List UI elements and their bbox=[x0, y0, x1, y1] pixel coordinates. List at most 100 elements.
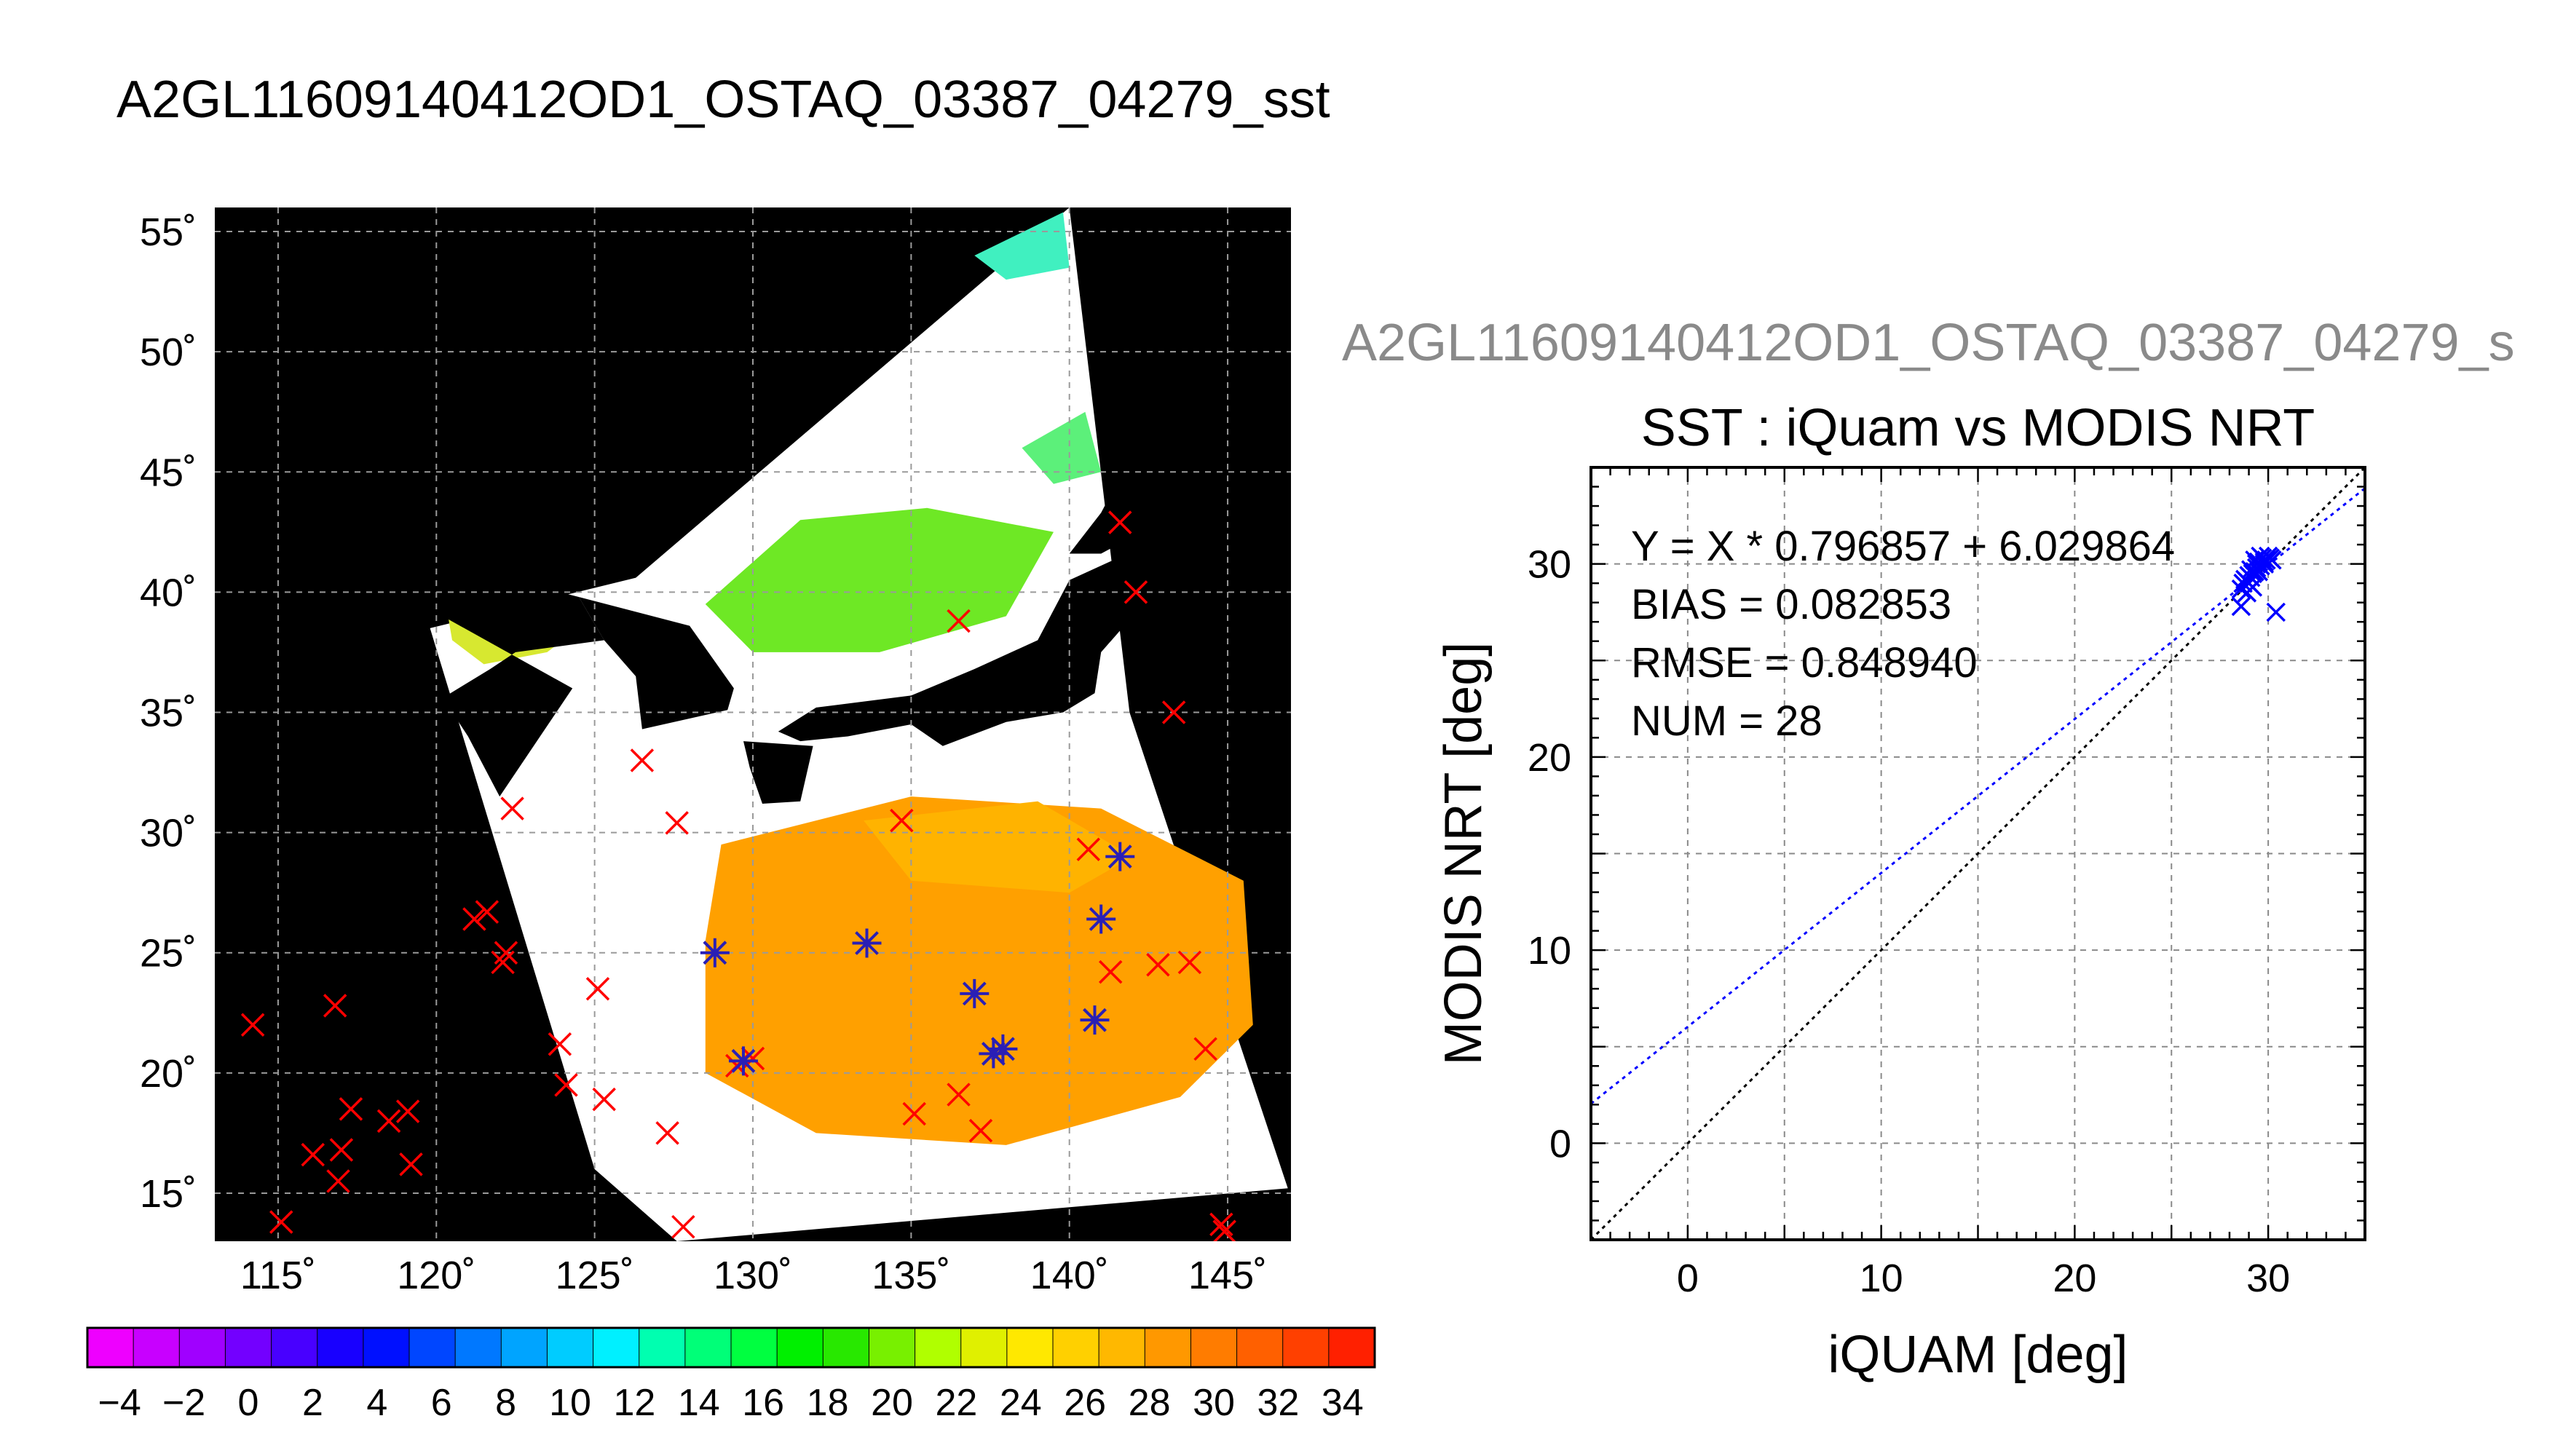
colorbar-tick-label: 4 bbox=[366, 1382, 387, 1424]
land-kyushu-shikoku bbox=[743, 741, 813, 804]
matchup-marker bbox=[852, 928, 882, 958]
buoy-marker bbox=[968, 1118, 993, 1143]
colorbar-frame bbox=[86, 1326, 1376, 1369]
colorbar-segment bbox=[455, 1328, 502, 1367]
map-lon-tick-label: 115˚ bbox=[240, 1254, 316, 1297]
buoy-marker bbox=[592, 1087, 616, 1112]
colorbar-segment bbox=[317, 1328, 364, 1367]
buoy-marker bbox=[1076, 837, 1101, 861]
colorbar-segment bbox=[1282, 1328, 1330, 1367]
colorbar-segment bbox=[915, 1328, 962, 1367]
scatter-x-axis-label: iQUAM [deg] bbox=[1828, 1326, 2128, 1384]
scatter-y-tick-label: 30 bbox=[1528, 543, 1571, 587]
land-honshu bbox=[778, 558, 1133, 746]
sst-region-subtropical-orange bbox=[864, 801, 1133, 893]
scatter-point bbox=[2239, 566, 2259, 585]
colorbar-segment bbox=[1190, 1328, 1238, 1367]
colorbar-tick-label: 12 bbox=[613, 1382, 655, 1424]
matchup-marker bbox=[728, 1046, 758, 1076]
colorbar-segment bbox=[501, 1328, 548, 1367]
buoy-marker bbox=[585, 977, 610, 1001]
scatter-x-tick-label: 0 bbox=[1677, 1257, 1699, 1300]
buoy-marker bbox=[1161, 700, 1186, 724]
buoy-marker bbox=[462, 907, 486, 931]
colorbar-tick-label: −2 bbox=[162, 1382, 205, 1424]
scatter-annotation: Y = X * 0.796857 + 6.029864 bbox=[1631, 523, 2175, 570]
matchup-marker bbox=[1080, 1005, 1110, 1035]
colorbar-tick-label: 30 bbox=[1193, 1382, 1235, 1424]
colorbar-segment bbox=[960, 1328, 1008, 1367]
sst-map-panel: 115˚ 120˚ 125˚ 130˚ 135˚ 140˚ 145˚ 15˚ 20˚ 25˚ 30˚… bbox=[140, 207, 1291, 1297]
buoy-marker bbox=[494, 941, 518, 965]
map-lat-tick-label: 20˚ bbox=[140, 1052, 197, 1096]
buoy-marker bbox=[902, 1101, 926, 1126]
colorbar-segment bbox=[684, 1328, 732, 1367]
colorbar-tick-label: 2 bbox=[302, 1382, 323, 1424]
colorbar-segment bbox=[777, 1328, 824, 1367]
colorbar-segment bbox=[1145, 1328, 1192, 1367]
map-lat-tick-label: 15˚ bbox=[140, 1172, 197, 1216]
buoy-marker bbox=[500, 796, 524, 820]
colorbar-segment bbox=[133, 1328, 180, 1367]
sst-region-east-sea-green bbox=[705, 507, 1054, 652]
colorbar-segment bbox=[823, 1328, 870, 1367]
buoy-marker bbox=[240, 1013, 265, 1037]
colorbar-segment bbox=[639, 1328, 686, 1367]
scatter-x-tick-label: 10 bbox=[1860, 1257, 1903, 1300]
scatter-point bbox=[2237, 583, 2257, 603]
scatter-point bbox=[2262, 550, 2282, 570]
scatter-annotation: RMSE = 0.848940 bbox=[1631, 639, 1978, 687]
colorbar-segment bbox=[271, 1328, 318, 1367]
colorbar-tick-label: 34 bbox=[1322, 1382, 1364, 1424]
colorbar-tick-label: 8 bbox=[495, 1382, 516, 1424]
buoy-marker bbox=[1108, 510, 1132, 534]
colorbar-tick-label: 14 bbox=[678, 1382, 720, 1424]
buoy-marker bbox=[947, 609, 971, 633]
colorbar-segment bbox=[869, 1328, 916, 1367]
colorbar-tick-label: 10 bbox=[549, 1382, 591, 1424]
colorbar-tick-label: 26 bbox=[1064, 1382, 1106, 1424]
buoy-marker bbox=[339, 1097, 363, 1121]
buoy-marker bbox=[947, 1083, 971, 1107]
matchup-marker bbox=[960, 978, 990, 1008]
scatter-point bbox=[2254, 552, 2275, 572]
map-lon-tick-label: 120˚ bbox=[397, 1254, 475, 1297]
buoy-marker bbox=[376, 1109, 401, 1133]
colorbar-segment bbox=[1006, 1328, 1054, 1367]
scatter-x-tick-label: 20 bbox=[2053, 1257, 2096, 1300]
colorbar-segment bbox=[547, 1328, 594, 1367]
scatter-point bbox=[2231, 579, 2251, 599]
colorbar-segment bbox=[225, 1328, 272, 1367]
colorbar-segment bbox=[1053, 1328, 1099, 1367]
matchup-marker bbox=[700, 938, 730, 968]
scatter-point bbox=[2240, 560, 2261, 579]
sst-region-warm-sea bbox=[705, 796, 1253, 1145]
sst-colorbar: −4 −2 0 2 4 6 8 10 12 14 16 18 20 22 24 26 28 30 32 34 bbox=[86, 1326, 1376, 1424]
scatter-annotation: NUM = 28 bbox=[1631, 697, 1823, 745]
buoy-marker bbox=[475, 900, 499, 924]
scatter-panel: SST : iQuam vs MODIS NRT iQUAM [deg] MODIS… bbox=[1434, 399, 2366, 1384]
buoy-marker bbox=[1124, 580, 1148, 604]
scatter-title: SST : iQuam vs MODIS NRT bbox=[1641, 399, 2315, 457]
scatter-y-tick-label: 10 bbox=[1528, 929, 1571, 973]
buoy-marker bbox=[269, 1210, 293, 1234]
buoy-marker bbox=[548, 1032, 572, 1056]
buoy-marker bbox=[1098, 960, 1123, 984]
buoy-marker bbox=[326, 1169, 350, 1193]
colorbar-tick-label: 32 bbox=[1257, 1382, 1299, 1424]
map-lon-tick-label: 140˚ bbox=[1030, 1254, 1109, 1297]
map-lat-tick-label: 30˚ bbox=[140, 812, 197, 855]
colorbar-tick-label: 0 bbox=[238, 1382, 259, 1424]
main-title: A2GL11609140412OD1_OSTAQ_03387_04279_sst bbox=[117, 71, 1330, 129]
land-korea bbox=[578, 597, 734, 729]
buoy-marker bbox=[395, 1099, 420, 1123]
buoy-marker bbox=[1212, 1219, 1236, 1241]
colorbar-segment bbox=[87, 1328, 134, 1367]
scatter-supertitle: A2GL11609140412OD1_OSTAQ_03387_04279_s bbox=[1342, 314, 2515, 372]
buoy-marker bbox=[329, 1138, 354, 1162]
map-lon-tick-label: 130˚ bbox=[714, 1254, 792, 1297]
matchup-marker bbox=[1105, 842, 1135, 871]
map-lat-tick-label: 50˚ bbox=[140, 331, 197, 374]
colorbar-segment bbox=[179, 1328, 226, 1367]
